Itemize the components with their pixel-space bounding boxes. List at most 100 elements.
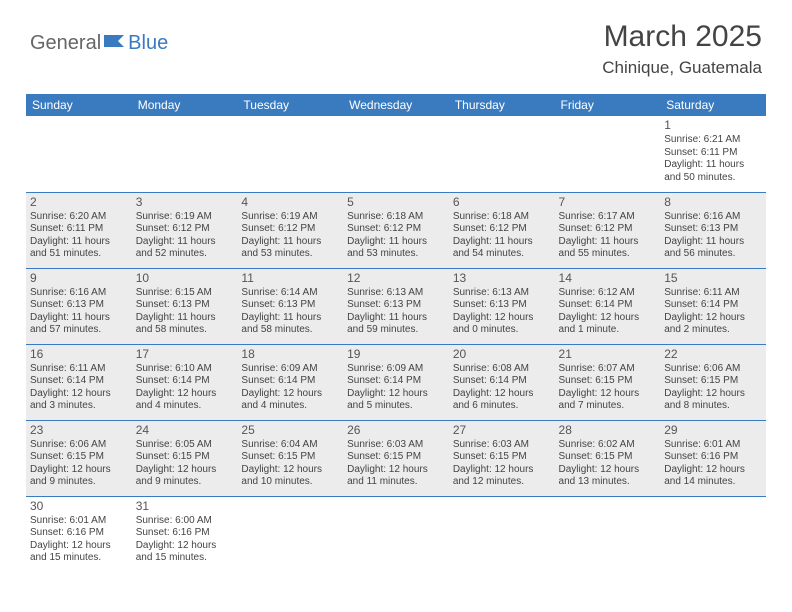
sunset-line: Sunset: 6:13 PM <box>136 299 234 312</box>
day-number: 23 <box>30 423 128 438</box>
daylight-line: Daylight: 12 hours and 6 minutes. <box>453 388 551 413</box>
sunset-line: Sunset: 6:11 PM <box>30 223 128 236</box>
day-number: 24 <box>136 423 234 438</box>
calendar-cell <box>343 496 449 572</box>
daylight-line: Daylight: 12 hours and 7 minutes. <box>559 388 657 413</box>
daylight-line: Daylight: 11 hours and 50 minutes. <box>664 159 762 184</box>
sunrise-line: Sunrise: 6:11 AM <box>664 287 762 300</box>
sunrise-line: Sunrise: 6:01 AM <box>30 515 128 528</box>
day-number: 29 <box>664 423 762 438</box>
sunrise-line: Sunrise: 6:01 AM <box>664 439 762 452</box>
calendar-cell: 5Sunrise: 6:18 AMSunset: 6:12 PMDaylight… <box>343 192 449 268</box>
daylight-line: Daylight: 12 hours and 4 minutes. <box>136 388 234 413</box>
daylight-line: Daylight: 12 hours and 2 minutes. <box>664 312 762 337</box>
day-number: 4 <box>241 195 339 210</box>
sunset-line: Sunset: 6:14 PM <box>453 375 551 388</box>
calendar-cell: 28Sunrise: 6:02 AMSunset: 6:15 PMDayligh… <box>555 420 661 496</box>
sunrise-line: Sunrise: 6:06 AM <box>30 439 128 452</box>
daylight-line: Daylight: 11 hours and 59 minutes. <box>347 312 445 337</box>
day-number: 20 <box>453 347 551 362</box>
calendar-cell <box>660 496 766 572</box>
sunrise-line: Sunrise: 6:09 AM <box>241 363 339 376</box>
day-number: 26 <box>347 423 445 438</box>
calendar-cell: 22Sunrise: 6:06 AMSunset: 6:15 PMDayligh… <box>660 344 766 420</box>
sunset-line: Sunset: 6:14 PM <box>30 375 128 388</box>
sunset-line: Sunset: 6:15 PM <box>347 451 445 464</box>
day-number: 25 <box>241 423 339 438</box>
sunrise-line: Sunrise: 6:19 AM <box>241 211 339 224</box>
sunrise-line: Sunrise: 6:12 AM <box>559 287 657 300</box>
day-number: 22 <box>664 347 762 362</box>
calendar-cell: 25Sunrise: 6:04 AMSunset: 6:15 PMDayligh… <box>237 420 343 496</box>
calendar-cell: 24Sunrise: 6:05 AMSunset: 6:15 PMDayligh… <box>132 420 238 496</box>
calendar-cell: 29Sunrise: 6:01 AMSunset: 6:16 PMDayligh… <box>660 420 766 496</box>
sunset-line: Sunset: 6:15 PM <box>453 451 551 464</box>
day-number: 17 <box>136 347 234 362</box>
calendar-cell: 31Sunrise: 6:00 AMSunset: 6:16 PMDayligh… <box>132 496 238 572</box>
daylight-line: Daylight: 12 hours and 12 minutes. <box>453 464 551 489</box>
sunset-line: Sunset: 6:16 PM <box>30 527 128 540</box>
daylight-line: Daylight: 11 hours and 52 minutes. <box>136 236 234 261</box>
daylight-line: Daylight: 12 hours and 4 minutes. <box>241 388 339 413</box>
sunset-line: Sunset: 6:12 PM <box>453 223 551 236</box>
daylight-line: Daylight: 11 hours and 51 minutes. <box>30 236 128 261</box>
title-block: March 2025 Chinique, Guatemala <box>602 20 762 78</box>
location: Chinique, Guatemala <box>602 58 762 78</box>
daylight-line: Daylight: 11 hours and 57 minutes. <box>30 312 128 337</box>
weekday-header: Saturday <box>660 94 766 116</box>
calendar-row: 9Sunrise: 6:16 AMSunset: 6:13 PMDaylight… <box>26 268 766 344</box>
calendar-cell: 19Sunrise: 6:09 AMSunset: 6:14 PMDayligh… <box>343 344 449 420</box>
sunset-line: Sunset: 6:14 PM <box>136 375 234 388</box>
daylight-line: Daylight: 11 hours and 56 minutes. <box>664 236 762 261</box>
calendar-cell <box>555 116 661 192</box>
weekday-header: Thursday <box>449 94 555 116</box>
calendar-row: 2Sunrise: 6:20 AMSunset: 6:11 PMDaylight… <box>26 192 766 268</box>
sunset-line: Sunset: 6:14 PM <box>559 299 657 312</box>
sunset-line: Sunset: 6:15 PM <box>30 451 128 464</box>
sunset-line: Sunset: 6:16 PM <box>664 451 762 464</box>
calendar-row: 30Sunrise: 6:01 AMSunset: 6:16 PMDayligh… <box>26 496 766 572</box>
sunrise-line: Sunrise: 6:00 AM <box>136 515 234 528</box>
header: General Blue March 2025 Chinique, Guatem… <box>0 0 792 86</box>
calendar-body: 1Sunrise: 6:21 AMSunset: 6:11 PMDaylight… <box>26 116 766 572</box>
daylight-line: Daylight: 12 hours and 9 minutes. <box>136 464 234 489</box>
daylight-line: Daylight: 12 hours and 11 minutes. <box>347 464 445 489</box>
sunrise-line: Sunrise: 6:19 AM <box>136 211 234 224</box>
daylight-line: Daylight: 12 hours and 14 minutes. <box>664 464 762 489</box>
daylight-line: Daylight: 12 hours and 9 minutes. <box>30 464 128 489</box>
sunset-line: Sunset: 6:13 PM <box>347 299 445 312</box>
sunrise-line: Sunrise: 6:20 AM <box>30 211 128 224</box>
calendar-cell: 10Sunrise: 6:15 AMSunset: 6:13 PMDayligh… <box>132 268 238 344</box>
calendar-row: 1Sunrise: 6:21 AMSunset: 6:11 PMDaylight… <box>26 116 766 192</box>
calendar-cell: 20Sunrise: 6:08 AMSunset: 6:14 PMDayligh… <box>449 344 555 420</box>
calendar-cell <box>449 116 555 192</box>
calendar-cell: 16Sunrise: 6:11 AMSunset: 6:14 PMDayligh… <box>26 344 132 420</box>
calendar-cell: 14Sunrise: 6:12 AMSunset: 6:14 PMDayligh… <box>555 268 661 344</box>
sunrise-line: Sunrise: 6:15 AM <box>136 287 234 300</box>
sunrise-line: Sunrise: 6:02 AM <box>559 439 657 452</box>
calendar-cell: 6Sunrise: 6:18 AMSunset: 6:12 PMDaylight… <box>449 192 555 268</box>
sunset-line: Sunset: 6:13 PM <box>664 223 762 236</box>
daylight-line: Daylight: 12 hours and 1 minute. <box>559 312 657 337</box>
day-number: 27 <box>453 423 551 438</box>
calendar-cell: 27Sunrise: 6:03 AMSunset: 6:15 PMDayligh… <box>449 420 555 496</box>
day-number: 14 <box>559 271 657 286</box>
logo-text-blue: Blue <box>128 32 168 55</box>
sunset-line: Sunset: 6:15 PM <box>559 375 657 388</box>
day-number: 28 <box>559 423 657 438</box>
sunset-line: Sunset: 6:14 PM <box>347 375 445 388</box>
month-title: March 2025 <box>602 20 762 54</box>
calendar-cell: 7Sunrise: 6:17 AMSunset: 6:12 PMDaylight… <box>555 192 661 268</box>
calendar-cell: 18Sunrise: 6:09 AMSunset: 6:14 PMDayligh… <box>237 344 343 420</box>
daylight-line: Daylight: 12 hours and 5 minutes. <box>347 388 445 413</box>
weekday-header: Wednesday <box>343 94 449 116</box>
sunrise-line: Sunrise: 6:09 AM <box>347 363 445 376</box>
sunset-line: Sunset: 6:16 PM <box>136 527 234 540</box>
daylight-line: Daylight: 12 hours and 13 minutes. <box>559 464 657 489</box>
calendar-cell <box>237 496 343 572</box>
daylight-line: Daylight: 11 hours and 53 minutes. <box>241 236 339 261</box>
day-number: 18 <box>241 347 339 362</box>
calendar-cell: 15Sunrise: 6:11 AMSunset: 6:14 PMDayligh… <box>660 268 766 344</box>
sunset-line: Sunset: 6:15 PM <box>664 375 762 388</box>
calendar-row: 23Sunrise: 6:06 AMSunset: 6:15 PMDayligh… <box>26 420 766 496</box>
